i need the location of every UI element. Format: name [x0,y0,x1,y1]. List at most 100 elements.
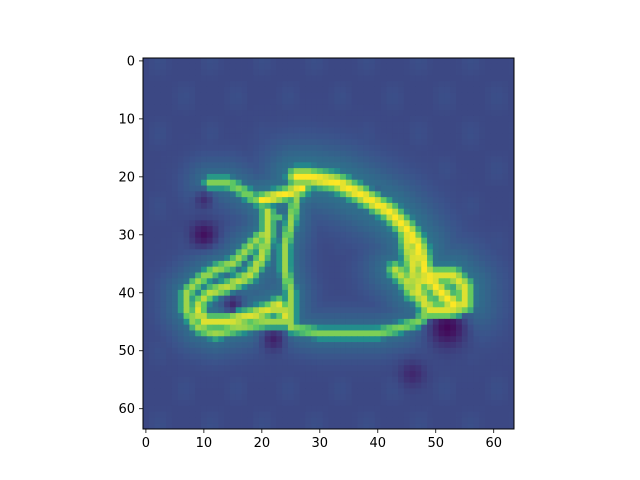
heatmap-cell [247,92,254,99]
heatmap-cell [496,295,503,302]
heatmap-cell [212,197,219,204]
heatmap-cell [450,289,457,297]
heatmap-cell [427,260,434,268]
heatmap-cell [467,156,474,163]
heatmap-cell [247,266,254,273]
heatmap-cell [334,266,341,273]
heatmap-cell [490,255,498,262]
heatmap-cell [212,202,219,210]
heatmap-cell [421,121,428,128]
heatmap-cell [171,411,179,418]
heatmap-cell [351,104,358,111]
heatmap-cell [415,115,422,123]
heatmap-cell [490,313,498,320]
heatmap-cell [148,197,155,204]
heatmap-cell [160,69,167,76]
heatmap-cell [212,394,219,401]
heatmap-cell [264,214,271,221]
x-tick-label: 10 [196,436,213,451]
heatmap-cell [340,231,347,239]
heatmap-cell [438,110,445,117]
heatmap-cell [189,214,196,221]
heatmap-cell [241,382,248,389]
heatmap-cell [479,220,486,227]
heatmap-cell [421,220,428,227]
heatmap-cell [229,226,237,233]
heatmap-cell [171,121,179,128]
heatmap-cell [218,260,225,268]
heatmap-cell [392,208,399,215]
heatmap-cell [334,313,341,320]
heatmap-cell [322,179,329,186]
heatmap-cell [264,284,271,291]
heatmap-cell [345,266,353,273]
heatmap-cell [183,243,190,250]
heatmap-cell [508,376,515,384]
heatmap-cell [374,86,382,94]
heatmap-cell [369,81,376,88]
heatmap-cell [148,313,155,320]
heatmap-cell [386,330,393,337]
heatmap-cell [485,423,492,430]
heatmap-cell [293,318,300,326]
heatmap-cell [386,382,393,389]
heatmap-cell [316,226,324,233]
heatmap-cell [415,121,422,128]
heatmap-cell [508,301,515,308]
heatmap-cell [154,405,161,413]
heatmap-cell [171,336,179,343]
heatmap-cell [392,75,399,82]
heatmap-cell [258,313,266,320]
heatmap-cell [276,318,283,326]
heatmap-cell [293,237,300,244]
heatmap-cell [415,260,422,268]
heatmap-cell [427,284,434,291]
heatmap-cell [183,330,190,337]
heatmap-cell [258,289,266,297]
heatmap-cell [229,162,237,169]
heatmap-cell [166,284,173,291]
heatmap-cell [229,179,237,186]
heatmap-cell [183,226,190,233]
heatmap-cell [432,336,440,343]
heatmap-cell [166,110,173,117]
heatmap-cell [432,376,440,384]
heatmap-cell [212,324,219,331]
heatmap-cell [456,150,463,157]
heatmap-cell [351,347,358,355]
heatmap-cell [438,226,445,233]
heatmap-cell [276,75,283,82]
heatmap-cell [177,58,184,65]
heatmap-cell [316,388,324,395]
heatmap-cell [363,353,370,360]
heatmap-cell [490,388,498,395]
heatmap-cell [357,208,364,215]
heatmap-cell [293,394,300,401]
heatmap-cell [467,266,474,273]
heatmap-cell [293,400,300,407]
heatmap-cell [212,423,219,430]
heatmap-cell [461,214,469,221]
heatmap-cell [287,278,295,285]
heatmap-cell [287,185,295,192]
heatmap-cell [212,359,219,366]
heatmap-cell [392,214,399,221]
heatmap-cell [316,86,324,94]
heatmap-cell [334,133,341,140]
heatmap-cell [224,278,231,285]
heatmap-cell [328,63,335,70]
heatmap-cell [363,295,370,302]
heatmap-cell [479,121,486,128]
heatmap-cell [398,191,405,198]
heatmap-cell [502,324,509,331]
heatmap-cell [508,400,515,407]
heatmap-cell [415,133,422,140]
heatmap-cell [473,86,480,94]
heatmap-cell [235,139,242,146]
heatmap-cell [160,336,167,343]
heatmap-cell [409,162,416,169]
heatmap-cell [287,365,295,372]
heatmap-cell [456,365,463,372]
heatmap-cell [229,359,237,366]
heatmap-cell [160,139,167,146]
